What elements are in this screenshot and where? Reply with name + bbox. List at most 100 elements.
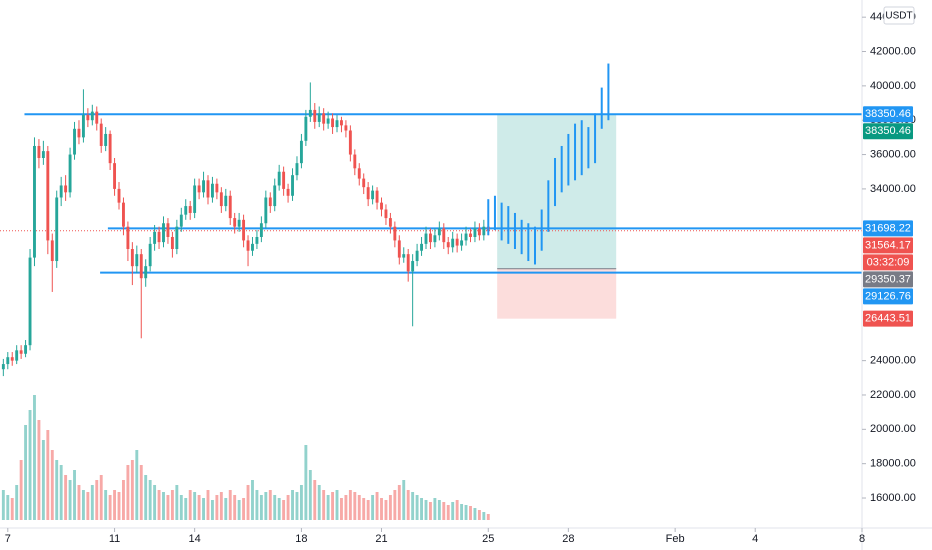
volume-bar — [28, 410, 32, 520]
volume-bar — [402, 480, 406, 520]
volume-bar — [41, 440, 45, 520]
volume-bar — [184, 498, 188, 520]
candle-body — [255, 236, 259, 244]
candle-body — [340, 120, 343, 126]
candle-body — [237, 219, 241, 227]
candle-body — [259, 223, 263, 237]
volume-bar — [264, 492, 268, 520]
currency-label: USDT — [885, 11, 912, 22]
candle-body — [126, 226, 130, 250]
candle-body — [224, 195, 228, 207]
volume-bar — [86, 492, 90, 520]
volume-bar — [237, 500, 241, 520]
candle-body — [304, 116, 308, 141]
volume-bar — [77, 485, 81, 520]
candle-body — [464, 233, 468, 241]
candle-body — [19, 350, 23, 354]
y-tick-label: 24000.00 — [870, 355, 916, 367]
candle-body — [433, 235, 437, 243]
candle-body — [46, 151, 50, 241]
x-tick-label: 11 — [109, 533, 120, 545]
volume-bar — [304, 445, 308, 520]
volume-bar — [215, 495, 219, 520]
volume-bar — [64, 475, 68, 520]
candle-body — [406, 254, 410, 272]
candle-body — [15, 350, 19, 361]
volume-bar — [95, 480, 99, 520]
y-tick-label: 36000.00 — [870, 148, 916, 160]
volume-bar — [362, 498, 366, 520]
volume-bar — [286, 495, 290, 520]
candle-body — [59, 185, 63, 198]
price-label-box — [863, 254, 913, 271]
candle-body — [64, 185, 68, 193]
volume-bar — [406, 490, 410, 520]
x-tick-label: 25 — [482, 533, 494, 545]
price-label-box — [863, 288, 913, 305]
candle-body — [451, 238, 455, 248]
candle-body — [210, 183, 214, 198]
volume-bar — [188, 490, 192, 520]
volume-bar — [437, 500, 441, 520]
volume-bar — [388, 495, 392, 520]
volume-bar — [206, 490, 210, 520]
volume-bar — [117, 492, 121, 520]
candle-body — [442, 228, 446, 243]
candle-body — [331, 118, 335, 128]
candle-body — [139, 254, 143, 279]
candle-body — [166, 223, 170, 237]
volume-bar — [46, 430, 50, 520]
volume-bar — [210, 500, 214, 520]
candle-body — [353, 154, 357, 169]
candle-body — [286, 188, 290, 196]
loss-zone — [497, 268, 617, 319]
volume-bar — [446, 505, 450, 520]
volume-bar — [99, 475, 103, 520]
profit-zone — [497, 114, 617, 269]
volume-bar — [308, 470, 312, 520]
price-label: 38350.46 — [865, 108, 911, 120]
volume-bar — [10, 498, 14, 520]
volume-bar — [464, 505, 468, 520]
volume-bar — [73, 470, 76, 520]
candle-body — [28, 257, 32, 346]
candle-body — [148, 243, 152, 267]
y-tick-label: 16000.00 — [870, 492, 916, 504]
candle-body — [188, 206, 192, 213]
volume-bar — [219, 492, 223, 520]
candle-body — [10, 357, 14, 361]
candle-body — [219, 192, 223, 207]
candle-body — [473, 228, 477, 237]
price-label: 03:32:09 — [867, 256, 910, 268]
currency-box — [883, 6, 915, 25]
candle-body — [144, 266, 148, 279]
candle-body — [162, 223, 165, 243]
candle-body — [228, 195, 232, 219]
price-label-layer: 38350.46 38350.46 31698.22 31564.17 03:32:09… — [863, 106, 913, 327]
volume-bar — [255, 490, 259, 520]
y-tick-label: 34000.00 — [870, 183, 916, 195]
candle-body — [402, 254, 406, 258]
volume-bar — [148, 480, 152, 520]
candle-body — [95, 111, 99, 124]
volume-bar — [469, 506, 472, 520]
volume-bar — [348, 490, 352, 520]
volume-bar — [424, 500, 428, 520]
volume-bar — [81, 490, 85, 520]
volume-bar — [15, 485, 19, 520]
candle-body — [170, 236, 174, 250]
candle-body — [348, 130, 352, 155]
volume-bar — [233, 495, 237, 520]
volume-bar — [193, 492, 197, 520]
volume-bar — [451, 502, 455, 520]
candle-layer — [1, 82, 490, 377]
candle-body — [37, 145, 41, 158]
candle-body — [428, 233, 432, 243]
price-label-box — [863, 271, 913, 288]
volume-bar — [242, 498, 246, 520]
candle-body — [308, 109, 312, 117]
candle-body — [282, 171, 286, 189]
candle-body — [469, 233, 472, 237]
volume-bar — [68, 480, 72, 520]
